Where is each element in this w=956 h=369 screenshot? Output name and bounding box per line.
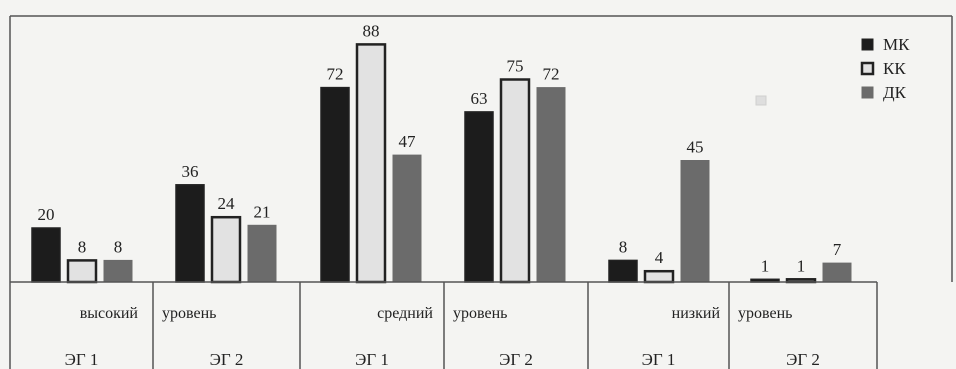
data-label: 72	[543, 65, 560, 84]
bar-МК-2	[175, 184, 205, 283]
data-label: 4	[655, 248, 664, 267]
level-label: уровень	[738, 305, 792, 322]
data-label: 8	[114, 237, 123, 256]
level-label: уровень	[453, 305, 507, 322]
data-label: 75	[507, 57, 524, 76]
level-label: высокий	[80, 305, 139, 322]
level-label: средний	[377, 305, 433, 322]
bar-КК-1	[66, 259, 98, 284]
data-label: 8	[619, 237, 628, 256]
bar-КК-2	[210, 215, 242, 284]
bar-КК-5	[643, 269, 675, 284]
category-label: ЭГ 1	[355, 350, 389, 369]
bar-МК-4	[464, 111, 494, 283]
bar-ДК-6	[822, 262, 852, 283]
data-label: 63	[471, 89, 488, 108]
stray-mark	[755, 95, 767, 106]
data-label: 8	[78, 237, 87, 256]
data-label: 1	[797, 256, 806, 275]
legend: МК КК ДК	[860, 35, 910, 102]
legend-swatch-МК	[861, 38, 874, 51]
data-label: 88	[363, 21, 380, 40]
data-label: 47	[399, 132, 417, 151]
data-label: 24	[218, 194, 236, 213]
bar-ДК-1	[103, 259, 133, 283]
data-label: 21	[254, 202, 271, 221]
data-label: 45	[687, 138, 704, 157]
data-label: 1	[761, 256, 770, 275]
legend-swatch-КК	[860, 61, 875, 76]
legend-label: КК	[883, 59, 906, 78]
bar-МК-5	[608, 259, 638, 283]
category-label: ЭГ 2	[786, 350, 820, 369]
bar-ДК-4	[536, 87, 566, 283]
bar-ДК-3	[392, 154, 422, 283]
bar-МК-3	[320, 86, 350, 283]
level-label: уровень	[162, 305, 216, 322]
bar-КК-4	[499, 78, 531, 284]
level-label: низкий	[672, 305, 721, 322]
legend-label: МК	[883, 35, 910, 54]
category-label: ЭГ 1	[642, 350, 676, 369]
data-label: 72	[327, 65, 344, 84]
data-label: 7	[833, 240, 842, 259]
bar-МК-1	[31, 227, 61, 283]
legend-swatch-ДК	[861, 86, 874, 99]
data-label: 20	[38, 205, 55, 224]
category-table: высокий уровень средний уровень низкий уровен…	[10, 281, 878, 369]
bar-ДК-2	[247, 224, 277, 283]
bar-КК-3	[355, 43, 387, 284]
category-label: ЭГ 2	[499, 350, 533, 369]
bar-ДК-5	[680, 160, 710, 283]
category-label: ЭГ 1	[65, 350, 99, 369]
legend-label: ДК	[883, 83, 907, 102]
data-label: 36	[182, 162, 199, 181]
category-label: ЭГ 2	[210, 350, 244, 369]
